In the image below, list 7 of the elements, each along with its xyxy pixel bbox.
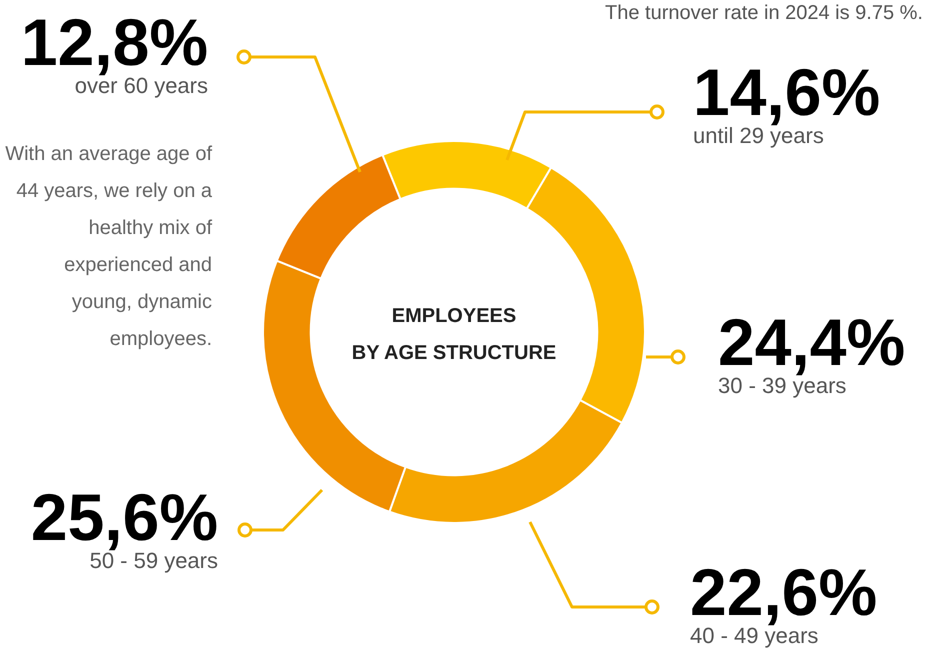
data-label: 22,6% <box>690 555 878 629</box>
data-label: 12,8% <box>20 5 208 79</box>
data-label: 25,6% <box>30 480 218 554</box>
text: The turnover rate in 2024 is 9.75 %. <box>605 2 923 25</box>
data-label: 24,4% <box>718 305 906 379</box>
text: EMPLOYEES BY AGE STRUCTURE <box>350 304 558 366</box>
text: With an average age of 44 years, we rely on a healthy mix of experienced and young, dynamic employees. <box>4 142 212 352</box>
